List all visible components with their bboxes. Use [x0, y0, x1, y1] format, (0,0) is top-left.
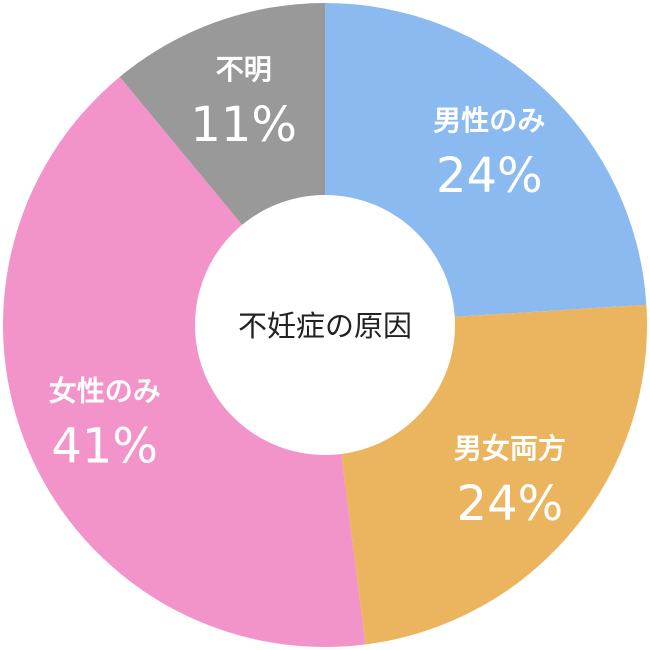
slice-value-label: 24% — [457, 476, 564, 532]
slice-name-label: 女性のみ — [49, 374, 161, 407]
slice-label: 男性のみ 24% — [433, 104, 545, 204]
pie-slice — [2, 76, 366, 648]
slice-name-label: 男性のみ — [433, 104, 545, 137]
slice-name-label: 男女両方 — [454, 432, 566, 465]
donut-hole — [195, 195, 455, 455]
center-label: 不妊症の原因 — [238, 309, 412, 343]
slice-label: 男女両方 24% — [454, 432, 566, 532]
slice-value-label: 24% — [436, 148, 543, 204]
slice-value-label: 11% — [190, 97, 297, 153]
slice-name-label: 不明 — [216, 53, 272, 86]
slice-label: 女性のみ 41% — [49, 374, 161, 474]
slice-value-label: 41% — [51, 418, 158, 474]
slice-label: 不明 11% — [190, 53, 297, 153]
